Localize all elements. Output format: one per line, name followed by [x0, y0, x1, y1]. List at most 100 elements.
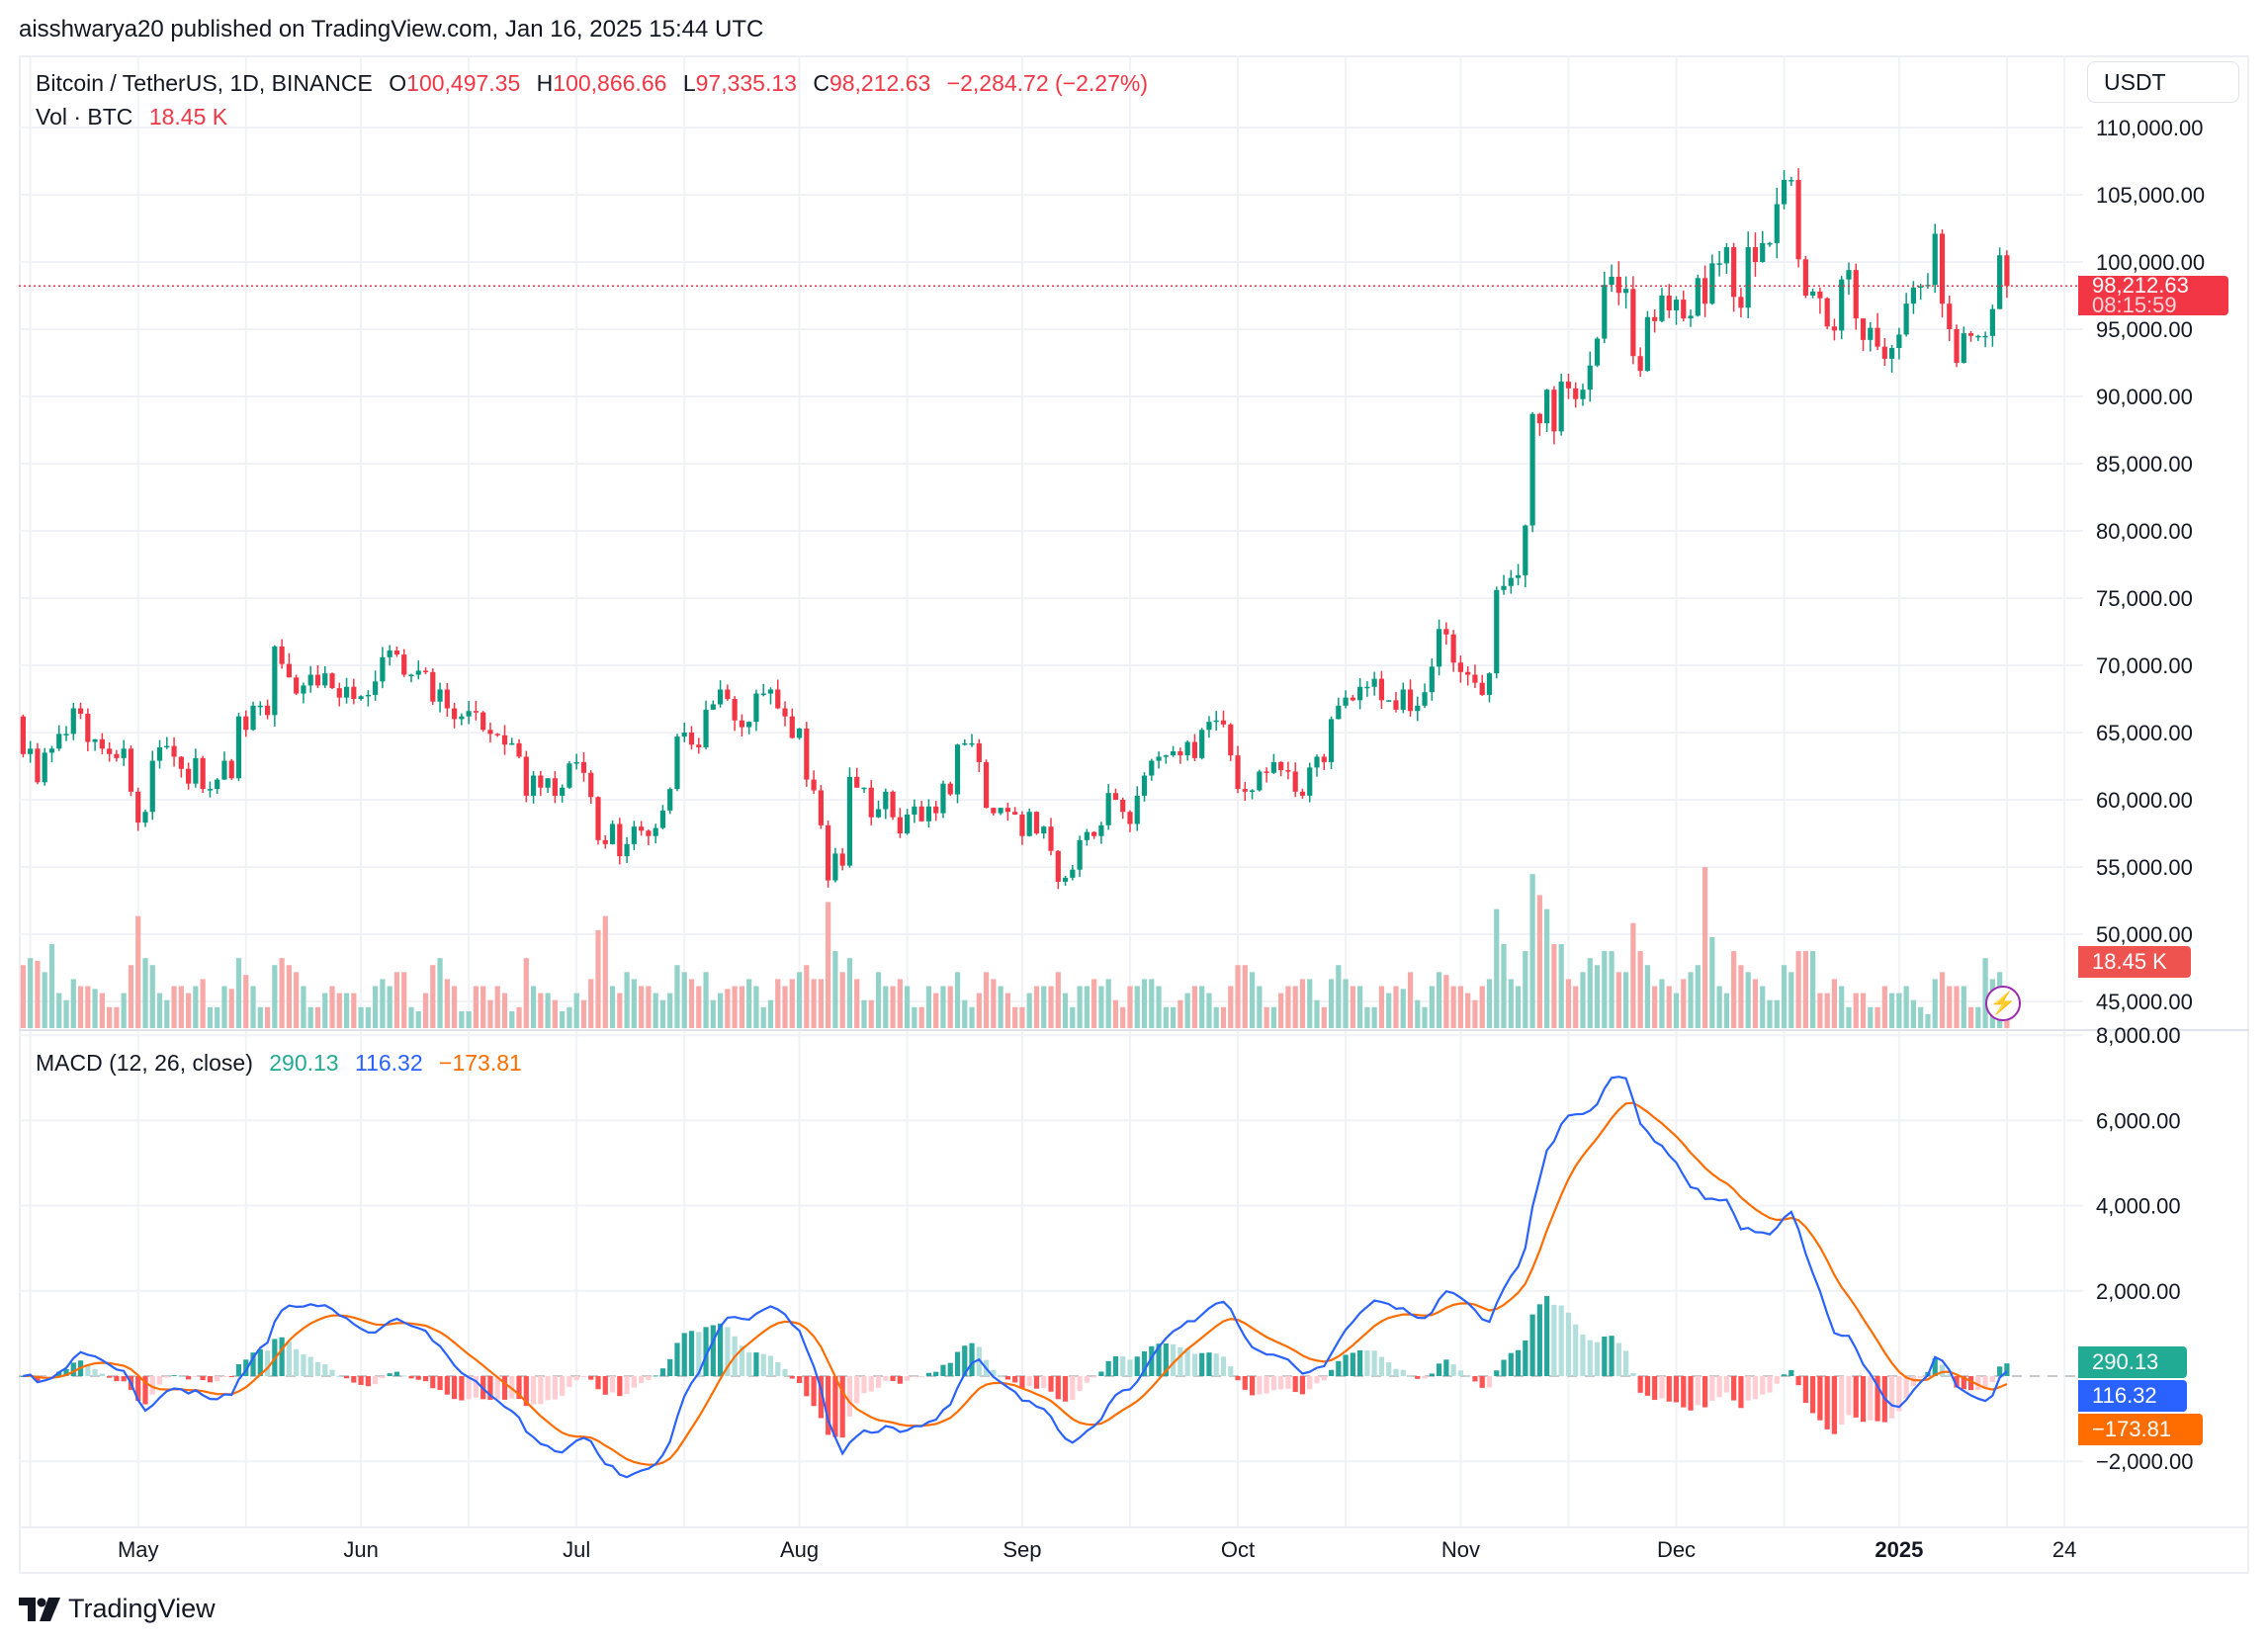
candle-body: [1048, 826, 1054, 851]
macd-histogram-bar: [962, 1345, 968, 1376]
candle: [1415, 696, 1421, 722]
volume-bar: [1666, 986, 1672, 1028]
candle: [1760, 230, 1766, 263]
volume-bar: [530, 986, 537, 1028]
volume-bar: [516, 1006, 522, 1028]
macd-histogram-bar: [509, 1376, 515, 1399]
candle-body: [826, 824, 831, 881]
candle-body: [430, 671, 436, 702]
bar-countdown: 08:15:59: [2092, 293, 2177, 317]
candle-body: [1853, 270, 1859, 319]
macd-histogram-bar: [1637, 1376, 1643, 1393]
macd-histogram-bar: [207, 1376, 214, 1383]
candle: [631, 821, 637, 851]
volume-bar: [178, 986, 184, 1028]
volume-bar: [494, 986, 500, 1028]
candle-body: [976, 742, 982, 762]
candle-body: [1292, 771, 1298, 792]
volume-bar: [1285, 986, 1291, 1028]
macd-histogram-bar: [1551, 1304, 1557, 1376]
macd-histogram-bar: [221, 1376, 227, 1377]
volume-bar: [1163, 1006, 1169, 1028]
candle-body: [983, 761, 990, 809]
candle-body: [1846, 270, 1852, 280]
candle: [1328, 716, 1335, 769]
candle: [653, 823, 658, 844]
volume-bar: [358, 1006, 364, 1028]
macd-histogram-bar: [1350, 1352, 1355, 1376]
volume-bar: [609, 986, 616, 1028]
macd-histogram-bar: [746, 1352, 752, 1376]
macd-histogram-bar: [279, 1337, 285, 1376]
volume-bar: [1450, 986, 1456, 1028]
volume-bar: [415, 1011, 421, 1028]
volume-bar: [674, 965, 680, 1028]
candle: [171, 736, 177, 767]
macd-histogram-bar: [552, 1376, 558, 1400]
price-axis-label: 80,000.00: [2096, 519, 2193, 544]
candle: [307, 665, 313, 693]
candle-body: [408, 674, 414, 677]
candle-body: [422, 670, 429, 672]
volume-bar: [444, 979, 450, 1028]
volume-bar: [688, 979, 695, 1028]
volume-label[interactable]: Vol · BTC: [36, 104, 133, 130]
volume-bar: [77, 986, 84, 1028]
candle-body: [875, 809, 882, 818]
candle: [215, 778, 220, 795]
candle-body: [107, 748, 113, 754]
macd-histogram-bar: [725, 1327, 731, 1376]
candle-body: [358, 696, 364, 699]
volume-bar: [1486, 979, 1493, 1028]
candle-body: [1264, 771, 1269, 773]
price-axis-label: 90,000.00: [2096, 385, 2193, 409]
symbol-name[interactable]: Bitcoin / TetherUS, 1D, BINANCE: [36, 70, 373, 96]
tradingview-logo-icon: [19, 1597, 60, 1621]
volume-bar: [796, 972, 803, 1028]
tradingview-logo[interactable]: TradingView: [19, 1594, 216, 1624]
volume-bar: [1062, 993, 1069, 1028]
macd-histogram-bar: [1875, 1376, 1880, 1422]
macd-histogram-bar: [688, 1331, 695, 1376]
volume-bar: [279, 958, 285, 1028]
volume-bar: [28, 958, 34, 1028]
volume-bar: [1328, 979, 1335, 1028]
candle-body: [393, 650, 400, 655]
macd-histogram-bar: [1868, 1376, 1874, 1421]
candle: [1795, 168, 1801, 268]
candle-body: [1364, 686, 1370, 689]
candle: [1178, 747, 1183, 764]
macd-histogram-bar: [1903, 1376, 1909, 1399]
candle-body: [1652, 316, 1658, 321]
macd-histogram-bar: [1529, 1314, 1535, 1376]
candle-body: [530, 775, 537, 796]
volume-bar: [710, 999, 716, 1028]
volume-bar: [1292, 986, 1298, 1028]
candle-body: [1213, 720, 1219, 723]
change-value: −2,284.72 (−2.27%): [946, 70, 1148, 96]
candle: [178, 756, 184, 778]
volume-bar: [1112, 999, 1119, 1028]
macd-histogram-bar: [1659, 1376, 1665, 1399]
volume-bars: [20, 867, 2010, 1028]
candle: [854, 767, 860, 788]
volume-bar: [912, 1006, 917, 1028]
volume-bar: [1587, 958, 1593, 1028]
lightning-icon[interactable]: ⚡: [1985, 986, 2021, 1021]
candle: [1881, 338, 1887, 366]
macd-histogram-bar: [818, 1376, 824, 1419]
macd-title[interactable]: MACD (12, 26, close): [36, 1050, 253, 1076]
candle: [545, 778, 551, 793]
volume-bar: [1573, 986, 1579, 1028]
macd-histogram-bar: [1673, 1376, 1680, 1403]
currency-button[interactable]: USDT: [2087, 61, 2239, 103]
candle-body: [509, 742, 515, 745]
volume-bar: [1012, 1006, 1018, 1028]
candle-body: [1041, 826, 1047, 833]
candle-body: [1098, 824, 1104, 836]
candle: [1637, 347, 1643, 378]
candle: [1587, 351, 1593, 402]
candle: [48, 745, 55, 763]
candle: [1033, 811, 1040, 835]
